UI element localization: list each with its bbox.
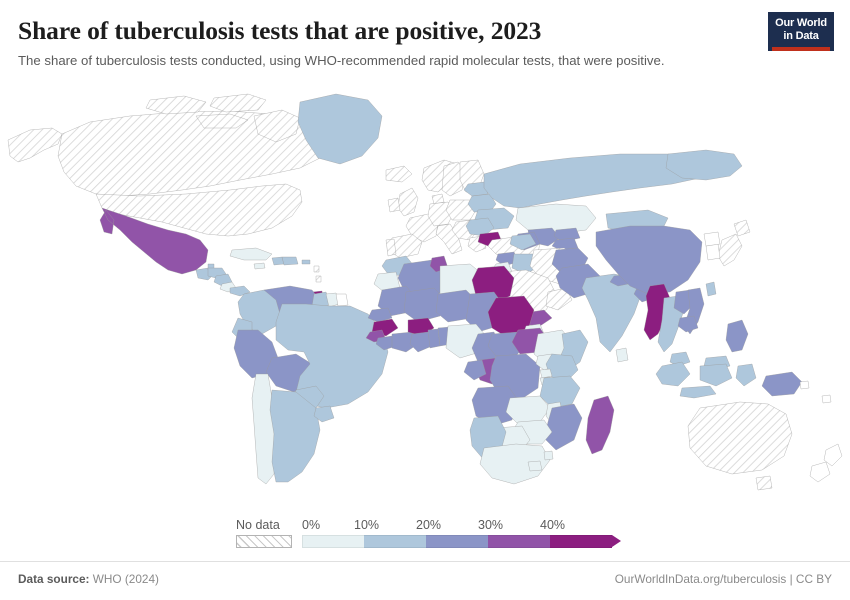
country-puerto-rico[interactable] <box>301 259 311 265</box>
country-rwanda[interactable] <box>539 368 553 379</box>
country-japan-north[interactable] <box>733 219 751 237</box>
country-kazakhstan[interactable] <box>515 203 597 235</box>
country-taiwan[interactable] <box>705 281 717 297</box>
legend-no-data-label: No data <box>236 518 280 532</box>
country-canada-arctic-1[interactable] <box>145 95 207 115</box>
country-uruguay[interactable] <box>313 405 335 423</box>
country-dominican-republic[interactable] <box>281 256 299 266</box>
country-malaysia[interactable] <box>669 351 691 367</box>
country-lesotho[interactable] <box>527 460 543 472</box>
chart-header: Share of tuberculosis tests that are pos… <box>0 0 850 70</box>
country-indonesia-borneo[interactable] <box>699 363 733 387</box>
country-liberia[interactable] <box>375 335 397 351</box>
country-argentina[interactable] <box>269 389 321 483</box>
owid-logo[interactable]: Our World in Data <box>768 12 834 51</box>
chart-subtitle: The share of tuberculosis tests conducte… <box>18 53 665 68</box>
country-madagascar[interactable] <box>585 395 615 455</box>
country-ireland[interactable] <box>387 197 401 213</box>
country-french-guiana[interactable] <box>335 293 349 307</box>
page-title: Share of tuberculosis tests that are pos… <box>18 16 542 45</box>
country-lesser-antilles-2[interactable] <box>315 275 322 283</box>
country-zambia[interactable] <box>505 395 551 425</box>
legend-tick-20: 20% <box>416 518 442 532</box>
country-united-kingdom[interactable] <box>397 187 419 217</box>
data-source: Data source: WHO (2024) <box>18 572 159 586</box>
country-australia[interactable] <box>687 401 793 475</box>
country-italy[interactable] <box>435 223 463 255</box>
legend-no-data-swatch[interactable] <box>236 535 292 548</box>
map-country-layer[interactable] <box>7 93 843 491</box>
country-gabon[interactable] <box>463 359 487 381</box>
country-sri-lanka[interactable] <box>615 347 629 363</box>
world-map-svg[interactable] <box>0 78 850 508</box>
legend-scale-arrow <box>612 535 621 547</box>
legend-tick-40: 40% <box>540 518 566 532</box>
country-indonesia-sulawesi[interactable] <box>735 363 757 387</box>
country-syria[interactable] <box>495 251 519 267</box>
country-myanmar[interactable] <box>643 283 671 341</box>
legend-color-scale[interactable] <box>302 535 621 548</box>
country-cuba[interactable] <box>229 247 273 261</box>
country-cambodia[interactable] <box>677 315 699 333</box>
country-united-states[interactable] <box>95 183 303 237</box>
country-indonesia-sumatra[interactable] <box>655 361 691 387</box>
country-angola[interactable] <box>471 385 519 427</box>
country-canada-arctic-2[interactable] <box>209 93 267 113</box>
legend-tick-0: 0% <box>302 518 321 532</box>
country-lesser-antilles[interactable] <box>313 265 320 273</box>
country-canada-arctic-3[interactable] <box>195 113 249 129</box>
country-russia[interactable] <box>483 153 713 209</box>
country-canada-baffin[interactable] <box>253 109 301 143</box>
country-tasmania[interactable] <box>755 475 773 491</box>
country-south-korea[interactable] <box>705 243 721 261</box>
country-philippines[interactable] <box>725 319 749 353</box>
owid-logo-line-2: in Data <box>783 30 819 42</box>
owid-logo-line-1: Our World <box>775 17 827 29</box>
country-togo[interactable] <box>427 328 441 349</box>
country-new-zealand-south[interactable] <box>809 461 831 483</box>
country-denmark[interactable] <box>431 193 445 205</box>
choropleth-map[interactable] <box>0 78 850 508</box>
legend-bin-0-10[interactable] <box>302 535 364 548</box>
legend-tick-30: 30% <box>478 518 504 532</box>
legend-bin-20-30[interactable] <box>426 535 488 548</box>
country-new-zealand[interactable] <box>823 443 843 467</box>
country-south-africa[interactable] <box>479 443 551 485</box>
country-caucasus[interactable] <box>509 233 537 251</box>
country-united-states-alaska[interactable] <box>7 127 63 163</box>
data-source-prefix: Data source: <box>18 572 90 586</box>
country-jamaica[interactable] <box>253 262 266 270</box>
legend-bin-40-plus[interactable] <box>550 535 612 548</box>
country-portugal[interactable] <box>385 238 397 257</box>
legend-bin-10-20[interactable] <box>364 535 426 548</box>
country-ghana[interactable] <box>409 331 433 353</box>
country-baltic-states[interactable] <box>463 181 489 197</box>
country-eswatini[interactable] <box>543 450 554 461</box>
country-solomon-islands[interactable] <box>799 380 810 390</box>
country-mozambique[interactable] <box>543 403 583 451</box>
country-russia-east[interactable] <box>665 149 743 181</box>
legend-tick-10: 10% <box>354 518 380 532</box>
legend-bin-30-40[interactable] <box>488 535 550 548</box>
country-indonesia-java[interactable] <box>679 385 717 399</box>
country-brazil[interactable] <box>275 303 389 409</box>
owid-logo-rule <box>772 47 830 51</box>
country-chile[interactable] <box>251 373 277 485</box>
chart-footer: Data source: WHO (2024) OurWorldInData.o… <box>0 561 850 600</box>
attribution-link[interactable]: OurWorldInData.org/tuberculosis | CC BY <box>614 572 832 586</box>
map-legend: No data 0% 10% 20% 30% 40% <box>0 508 850 556</box>
country-greenland[interactable] <box>297 93 383 165</box>
country-mali[interactable] <box>403 287 447 323</box>
country-fiji[interactable] <box>821 394 832 404</box>
country-papua-new-guinea[interactable] <box>761 371 803 397</box>
country-iceland[interactable] <box>385 165 413 183</box>
country-china[interactable] <box>595 225 703 295</box>
data-source-value: WHO (2024) <box>92 572 159 586</box>
country-north-korea[interactable] <box>703 231 721 247</box>
country-japan[interactable] <box>717 233 743 267</box>
